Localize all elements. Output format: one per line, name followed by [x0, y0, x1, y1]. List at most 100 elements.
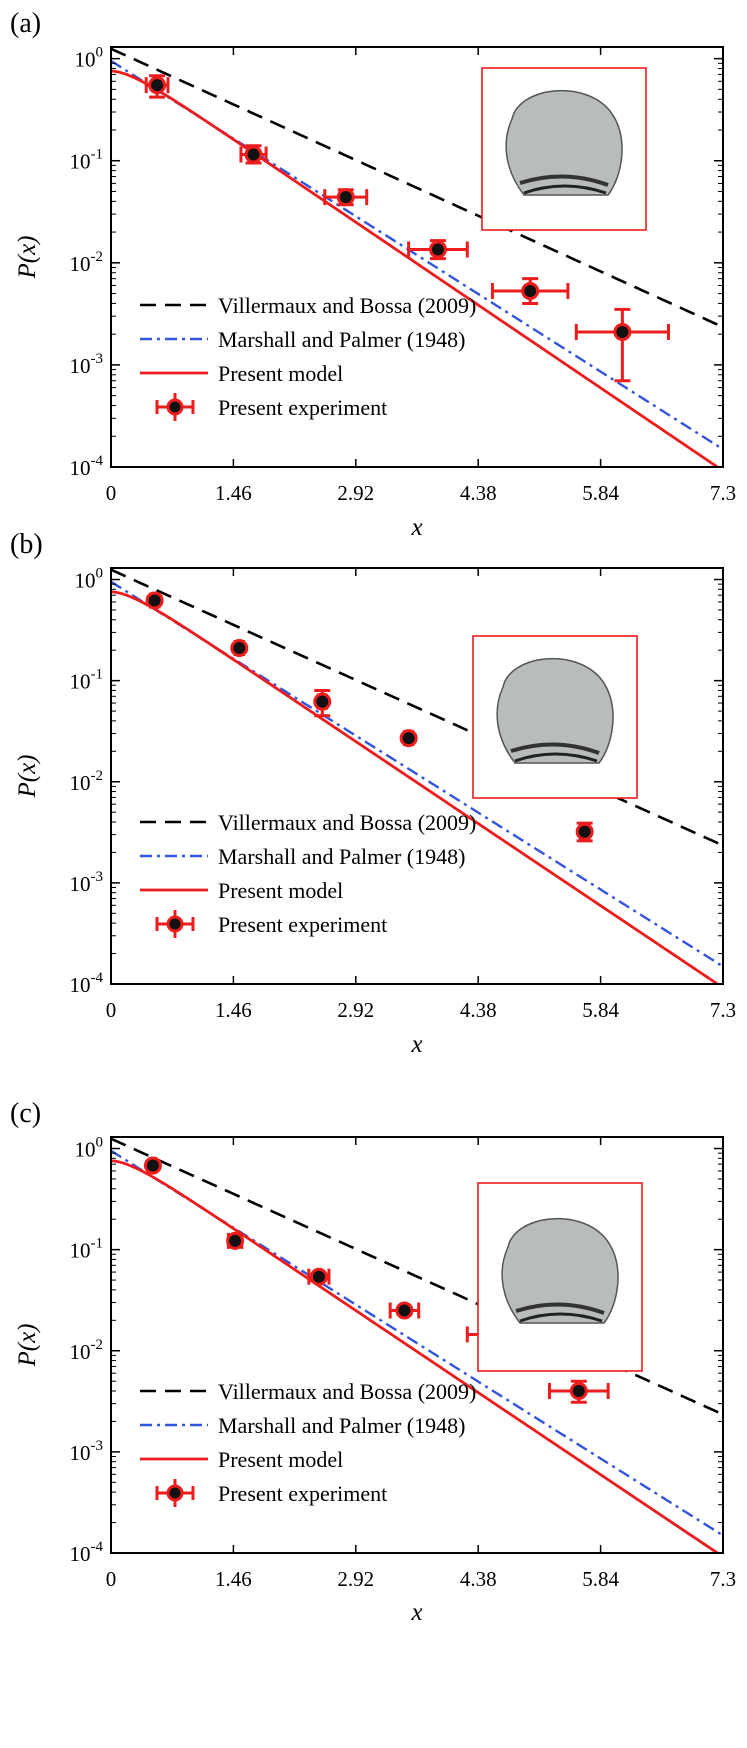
y-tick-label: 10-2 [70, 1337, 104, 1364]
data-marker [428, 240, 447, 259]
y-tick-label: 10-1 [70, 147, 104, 174]
panel-c: (c) 0 1.46 2.92 4.38 5.84 7.3 100 10-1 10-2 10-3 10… [10, 1098, 736, 1626]
data-point [307, 1267, 331, 1286]
drop-rim [514, 752, 598, 763]
drop-shape [496, 657, 614, 764]
legend-entry: Marshall and Palmer (1948) [218, 1413, 465, 1438]
x-axis-title: x [410, 1031, 422, 1058]
data-point [230, 639, 249, 658]
data-marker [148, 76, 167, 95]
data-marker [395, 1301, 414, 1320]
y-tick-label: 100 [75, 566, 104, 593]
legend-swatch-marker [166, 398, 184, 416]
data-point [575, 821, 594, 843]
data-point [226, 1231, 245, 1250]
data-point [388, 1301, 421, 1320]
data-point [399, 729, 418, 748]
inset-photo [481, 67, 647, 231]
data-point [313, 688, 332, 718]
data-marker [313, 692, 332, 711]
x-tick-label: 0 [106, 998, 117, 1022]
x-tick-label: 4.38 [460, 998, 497, 1022]
legend-swatch-marker [166, 915, 184, 933]
legend-entry: Present experiment [218, 395, 387, 420]
axes-frame [110, 567, 724, 985]
data-point [145, 591, 164, 610]
x-tick-label: 2.92 [337, 1567, 374, 1591]
x-tick-label: 2.92 [337, 481, 374, 505]
data-marker [613, 323, 632, 342]
series-line-model [111, 69, 720, 467]
x-tick-label: 7.3 [710, 1567, 736, 1591]
legend-entry: Marshall and Palmer (1948) [218, 844, 465, 869]
y-axis-title: P(x) [14, 1323, 41, 1367]
y-tick-label: 100 [75, 1135, 104, 1162]
series-line-marshall [111, 59, 723, 451]
panel-b: (b) 0 1.46 2.92 4.38 5.84 7.3 100 10-1 10-2 10-3 10… [10, 529, 736, 1058]
y-tick-label: 10-4 [70, 970, 104, 997]
inset-photo [472, 635, 638, 799]
x-tick-label: 4.38 [460, 481, 497, 505]
x-tick-label: 7.3 [710, 998, 736, 1022]
data-point [547, 1379, 610, 1404]
y-tick-label: 10-2 [70, 249, 104, 276]
inset-photo [477, 1182, 643, 1372]
series-line-marshall [111, 580, 723, 968]
axes-frame [110, 1136, 724, 1554]
x-tick-label: 5.84 [582, 1567, 619, 1591]
x-tick-label: 4.38 [460, 1567, 497, 1591]
legend-entry: Present experiment [218, 1481, 387, 1506]
legend-entry: Present experiment [218, 912, 387, 937]
data-marker [309, 1267, 328, 1286]
x-axis-title: x [410, 1599, 422, 1626]
legend: Villermaux and Bossa (2009) Marshall and … [140, 293, 476, 421]
y-tick-label: 10-2 [70, 768, 104, 795]
x-tick-label: 0 [106, 481, 117, 505]
drop-shape [505, 89, 623, 196]
legend-entry: Present model [218, 361, 343, 386]
legend-entry: Present model [218, 878, 343, 903]
data-point [490, 277, 570, 305]
y-axis-title: P(x) [14, 235, 41, 279]
y-tick-label: 10-3 [70, 869, 104, 896]
legend-swatch-marker [166, 1484, 184, 1502]
data-marker [145, 591, 164, 610]
drop-rim [515, 1302, 605, 1315]
y-axis-title: P(x) [14, 754, 41, 798]
data-point [144, 74, 170, 99]
x-tick-label: 5.84 [582, 481, 619, 505]
legend: Villermaux and Bossa (2009) Marshall and … [140, 1379, 476, 1507]
x-tick-label: 1.46 [215, 1567, 252, 1591]
y-tick-label: 10-4 [70, 453, 104, 480]
x-tick-label: 7.3 [710, 481, 736, 505]
panel-label: (a) [10, 8, 41, 39]
data-point [239, 144, 268, 165]
y-tick-label: 100 [75, 45, 104, 72]
data-marker [336, 188, 355, 207]
data-marker [521, 281, 540, 300]
y-tick-label: 10-1 [70, 1236, 104, 1263]
series-line-model [111, 1159, 720, 1553]
legend-entry: Marshall and Palmer (1948) [218, 327, 465, 352]
series-line-villermaux [111, 568, 723, 847]
data-marker [244, 145, 263, 164]
x-tick-label: 1.46 [215, 481, 252, 505]
legend-entry: Villermaux and Bossa (2009) [218, 810, 476, 835]
panel-a: (a) 0 1.46 2.92 4.38 5.84 7.3 100 10-1 10-2 10-3 10… [10, 8, 736, 541]
panel-label: (b) [10, 529, 43, 560]
panel-label: (c) [10, 1098, 41, 1129]
data-marker [226, 1231, 245, 1250]
data-point [407, 239, 469, 261]
drop-rim [519, 174, 609, 187]
x-tick-label: 5.84 [582, 998, 619, 1022]
data-marker [575, 822, 594, 841]
series-line-marshall [111, 1149, 723, 1537]
legend-entry: Villermaux and Bossa (2009) [218, 1379, 476, 1404]
data-point [143, 1156, 162, 1175]
legend-entry: Present model [218, 1447, 343, 1472]
y-tick-label: 10-3 [70, 1438, 104, 1465]
x-tick-label: 1.46 [215, 998, 252, 1022]
legend: Villermaux and Bossa (2009) Marshall and … [140, 810, 476, 938]
drop-rim [523, 184, 607, 195]
